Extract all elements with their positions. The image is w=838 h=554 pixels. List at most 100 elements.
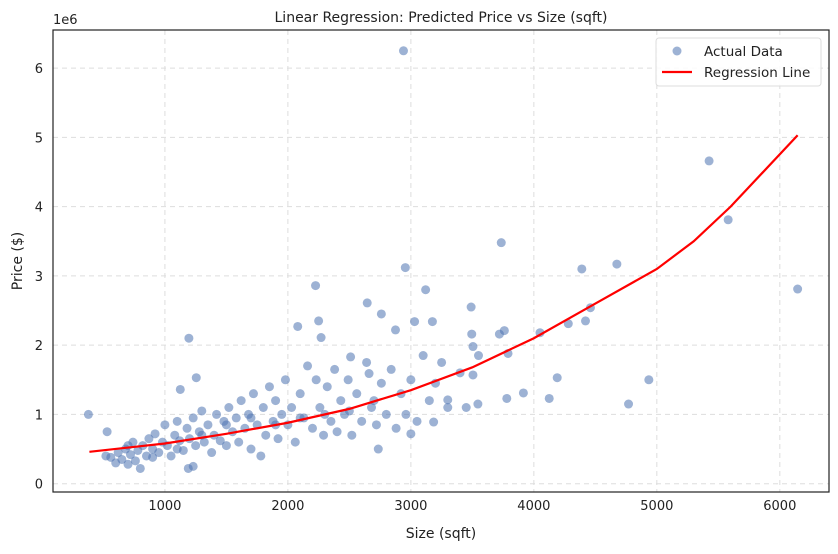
data-point <box>102 427 112 437</box>
data-point <box>224 402 234 412</box>
x-tick-label: 6000 <box>763 499 796 514</box>
legend-label-line: Regression Line <box>704 65 810 81</box>
data-point <box>172 444 182 454</box>
data-point <box>390 325 400 335</box>
legend-marker-actual <box>672 46 682 56</box>
data-point <box>184 333 194 343</box>
y-tick-label: 5 <box>35 131 43 146</box>
data-point <box>117 454 127 464</box>
regression-line <box>89 134 799 453</box>
data-point <box>443 402 453 412</box>
data-point <box>322 382 332 392</box>
data-point <box>577 264 587 274</box>
data-point <box>277 409 287 419</box>
x-tick-label: 2000 <box>271 499 304 514</box>
y-tick-label: 1 <box>35 408 43 423</box>
chart-title: Linear Regression: Predicted Price vs Si… <box>275 10 608 26</box>
axis-ticks: 1000 2000 3000 4000 5000 6000 0 1 2 3 4 5 6 <box>35 62 797 514</box>
data-point <box>362 298 372 308</box>
data-point <box>287 402 297 412</box>
data-point <box>248 389 258 399</box>
data-point <box>400 263 410 273</box>
data-point <box>316 333 326 343</box>
legend-box <box>655 37 822 87</box>
data-point <box>303 361 313 371</box>
data-point <box>412 416 422 426</box>
y-multiplier-label: 1e6 <box>53 13 78 28</box>
data-point <box>203 420 213 430</box>
data-point <box>624 399 634 409</box>
data-point <box>362 357 372 367</box>
y-tick-label: 3 <box>35 270 43 285</box>
data-point <box>199 437 209 447</box>
data-point <box>343 375 353 385</box>
y-tick-label: 4 <box>35 201 43 216</box>
data-point <box>502 393 512 403</box>
data-point <box>421 285 431 295</box>
data-point <box>172 416 182 426</box>
data-point <box>150 429 160 439</box>
data-point <box>330 364 340 374</box>
data-point <box>295 389 305 399</box>
grid <box>53 30 829 492</box>
data-point <box>166 451 176 461</box>
data-point <box>307 423 317 433</box>
data-point <box>293 321 303 331</box>
data-point <box>427 317 437 327</box>
data-point <box>314 316 324 326</box>
x-tick-label: 4000 <box>517 499 550 514</box>
data-point <box>381 409 391 419</box>
data-point <box>398 46 408 56</box>
data-point <box>467 329 477 339</box>
data-point <box>391 423 401 433</box>
data-point <box>386 364 396 374</box>
data-point <box>246 413 256 423</box>
data-point <box>612 259 622 269</box>
data-point <box>148 452 158 462</box>
data-point <box>256 451 266 461</box>
data-point <box>319 430 329 440</box>
data-point <box>258 402 268 412</box>
data-point <box>468 342 478 352</box>
data-point <box>364 369 374 379</box>
data-point <box>135 463 145 473</box>
data-point <box>704 156 714 166</box>
data-point <box>424 396 434 406</box>
data-point <box>130 456 140 466</box>
data-point <box>188 413 198 423</box>
data-point <box>544 393 554 403</box>
data-point <box>406 375 416 385</box>
y-tick-label: 6 <box>35 62 43 77</box>
data-point <box>723 215 733 225</box>
data-point <box>191 373 201 383</box>
data-point <box>191 441 201 451</box>
data-point <box>468 370 478 380</box>
data-point <box>221 441 231 451</box>
data-point <box>644 375 654 385</box>
data-point <box>197 406 207 416</box>
data-point <box>373 444 383 454</box>
data-point <box>466 302 476 312</box>
data-point <box>418 351 428 361</box>
data-point <box>376 378 386 388</box>
x-axis-label: Size (sqft) <box>406 526 476 542</box>
data-point <box>793 284 803 294</box>
data-point <box>290 437 300 447</box>
data-point <box>352 389 362 399</box>
x-tick-label: 5000 <box>640 499 673 514</box>
x-tick-label: 3000 <box>394 499 427 514</box>
data-point <box>144 434 154 444</box>
y-tick-label: 0 <box>35 478 43 493</box>
data-point <box>183 463 193 473</box>
legend: Actual Data Regression Line <box>655 37 822 87</box>
data-point <box>311 375 321 385</box>
data-point <box>113 448 123 458</box>
data-point <box>474 351 484 361</box>
scatter-points <box>83 46 803 473</box>
data-point <box>367 402 377 412</box>
data-point <box>552 373 562 383</box>
data-point <box>234 437 244 447</box>
data-point <box>315 402 325 412</box>
data-point <box>246 444 256 454</box>
data-point <box>429 417 439 427</box>
